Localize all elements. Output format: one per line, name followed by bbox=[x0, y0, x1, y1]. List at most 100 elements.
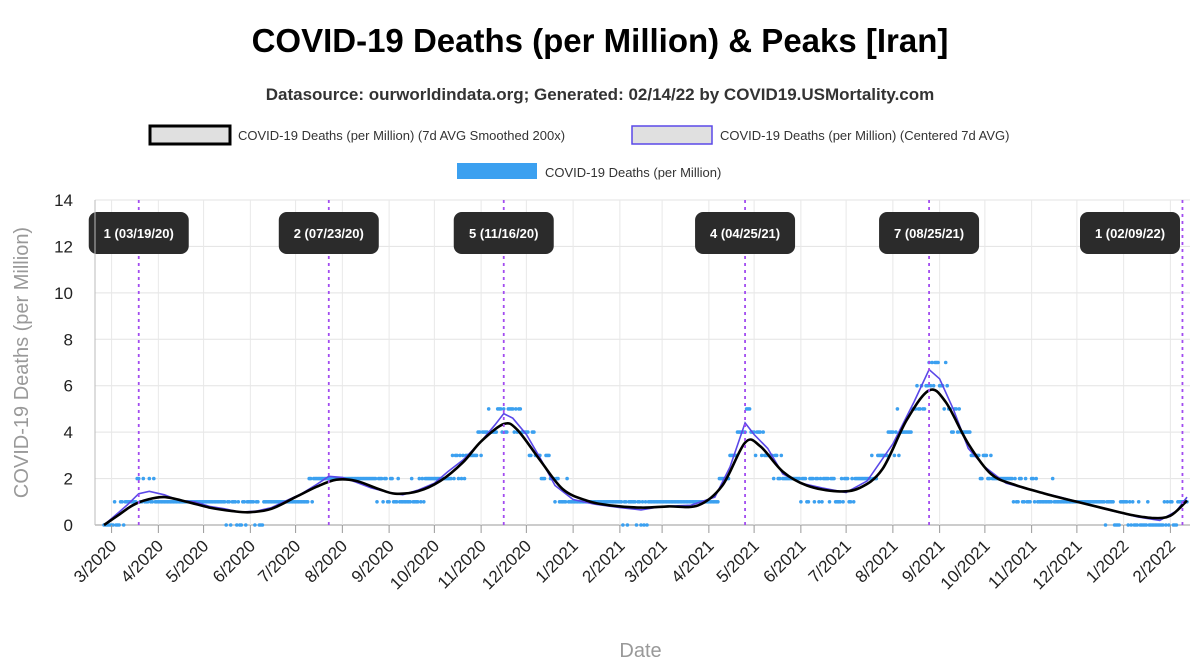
daily-point bbox=[526, 430, 530, 434]
daily-point bbox=[1111, 500, 1115, 504]
daily-point bbox=[1022, 500, 1026, 504]
x-tick-label: 5/2021 bbox=[713, 536, 763, 586]
y-tick-label: 0 bbox=[64, 516, 73, 535]
daily-point bbox=[758, 430, 762, 434]
daily-point bbox=[547, 453, 551, 458]
daily-point bbox=[799, 500, 803, 504]
daily-point bbox=[915, 383, 919, 388]
daily-point bbox=[1028, 500, 1032, 504]
daily-point bbox=[625, 523, 630, 527]
daily-point bbox=[384, 476, 388, 481]
daily-point bbox=[1050, 476, 1055, 481]
y-tick-label: 12 bbox=[54, 237, 73, 256]
daily-point bbox=[845, 476, 850, 481]
daily-point bbox=[396, 476, 401, 481]
daily-point bbox=[930, 360, 934, 365]
daily-point bbox=[1117, 523, 1121, 527]
daily-point bbox=[838, 500, 842, 504]
daily-point bbox=[244, 523, 248, 527]
daily-point bbox=[565, 476, 569, 481]
daily-point bbox=[640, 500, 645, 504]
daily-point bbox=[236, 500, 241, 504]
x-tick-label: 8/2020 bbox=[301, 536, 351, 586]
daily-point bbox=[227, 500, 231, 504]
daily-point bbox=[251, 500, 256, 504]
daily-point bbox=[645, 523, 649, 527]
daily-point bbox=[417, 476, 422, 481]
daily-point bbox=[308, 476, 313, 481]
daily-point bbox=[1124, 500, 1129, 504]
daily-point bbox=[931, 383, 936, 388]
x-tick-label: 6/2021 bbox=[759, 536, 809, 586]
daily-point bbox=[841, 500, 845, 504]
x-axis-title: Date bbox=[619, 640, 661, 662]
daily-point bbox=[989, 453, 993, 458]
daily-point bbox=[954, 407, 958, 411]
peak-label-box-6 bbox=[1080, 212, 1180, 254]
daily-point bbox=[233, 500, 238, 504]
daily-point bbox=[505, 430, 509, 434]
daily-point bbox=[1019, 476, 1023, 481]
daily-point bbox=[747, 407, 752, 411]
daily-point bbox=[1126, 523, 1130, 527]
daily-point bbox=[1102, 500, 1106, 504]
daily-point bbox=[486, 407, 491, 411]
daily-point bbox=[643, 500, 648, 504]
daily-point bbox=[753, 453, 758, 458]
daily-point bbox=[375, 500, 379, 504]
x-tick-label: 12/2021 bbox=[1029, 536, 1086, 593]
daily-point bbox=[815, 476, 820, 481]
daily-point bbox=[922, 407, 927, 411]
x-tick-label: 3/2020 bbox=[70, 536, 120, 586]
legend-label-3: COVID-19 Deaths (per Million) bbox=[545, 165, 721, 180]
daily-point bbox=[459, 476, 464, 481]
daily-point bbox=[1135, 523, 1139, 527]
x-tick-label: 4/2020 bbox=[117, 536, 167, 586]
daily-point bbox=[474, 453, 479, 458]
legend-swatch-2 bbox=[631, 125, 713, 145]
daily-point bbox=[479, 453, 483, 458]
daily-point bbox=[850, 476, 854, 481]
daily-point bbox=[892, 453, 897, 458]
daily-point bbox=[152, 476, 156, 481]
daily-point bbox=[848, 500, 853, 504]
x-tick-label: 1/2022 bbox=[1082, 536, 1132, 586]
daily-point bbox=[945, 383, 949, 388]
daily-point bbox=[455, 453, 459, 458]
y-tick-label: 14 bbox=[54, 191, 73, 210]
daily-point bbox=[811, 476, 815, 481]
daily-point bbox=[408, 500, 413, 504]
daily-point bbox=[957, 407, 961, 411]
daily-point bbox=[253, 523, 257, 527]
daily-point bbox=[379, 476, 384, 481]
daily-point bbox=[305, 500, 310, 504]
legend-swatch-1 bbox=[148, 124, 232, 146]
daily-point bbox=[422, 500, 426, 504]
peak-label-5: 7 (08/25/21) bbox=[894, 226, 964, 241]
daily-point bbox=[633, 500, 637, 504]
daily-point bbox=[239, 523, 244, 527]
daily-point bbox=[449, 476, 453, 481]
daily-point bbox=[136, 476, 141, 481]
x-tick-label: 7/2021 bbox=[805, 536, 855, 586]
x-tick-label: 6/2020 bbox=[209, 536, 259, 586]
x-tick-label: 8/2021 bbox=[851, 536, 901, 586]
daily-point bbox=[1130, 500, 1135, 504]
peak-label-box-4 bbox=[695, 212, 796, 254]
peak-label-1: 1 (03/19/20) bbox=[104, 226, 174, 241]
daily-point bbox=[1144, 523, 1149, 527]
peak-label-6: 1 (02/09/22) bbox=[1095, 226, 1165, 241]
daily-point bbox=[1013, 476, 1017, 481]
y-tick-label: 2 bbox=[64, 470, 73, 489]
peak-label-3: 5 (11/16/20) bbox=[469, 226, 538, 241]
daily-point bbox=[150, 500, 155, 504]
daily-point bbox=[1146, 500, 1150, 504]
daily-point bbox=[310, 500, 315, 504]
daily-point bbox=[1049, 500, 1053, 504]
y-axis-title: COVID-19 Deaths (per Million) bbox=[11, 227, 33, 498]
daily-point bbox=[826, 476, 830, 481]
daily-point bbox=[553, 500, 557, 504]
daily-point bbox=[639, 523, 643, 527]
